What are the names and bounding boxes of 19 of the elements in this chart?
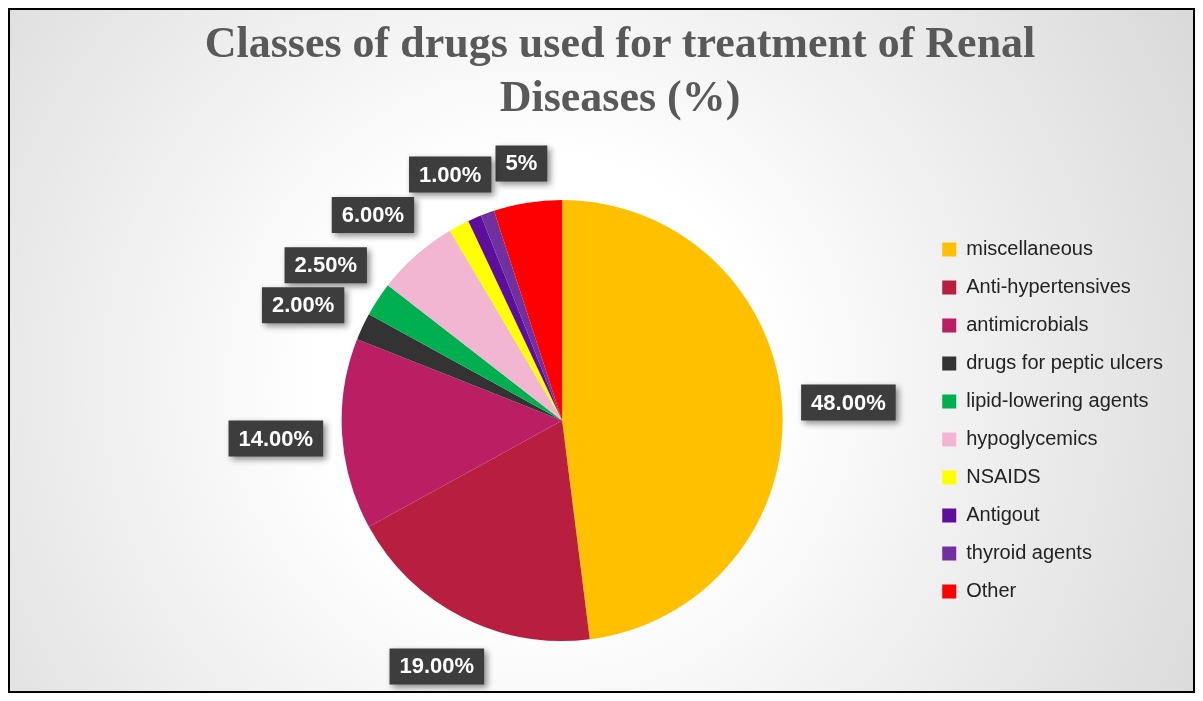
legend-label: Other: [966, 579, 1017, 602]
data-label: 2.50%: [294, 252, 357, 278]
data-label: 1.00%: [418, 161, 482, 187]
data-label: 14.00%: [238, 425, 314, 451]
legend-label: Antigout: [966, 503, 1041, 526]
chart-title: Classes of drugs used for treatment of Renal Diseases (%): [203, 17, 1037, 123]
legend-label: antimicrobials: [966, 313, 1089, 336]
legend-label: drugs for peptic ulcers: [966, 351, 1164, 374]
legend-label: hypoglycemics: [966, 427, 1098, 450]
legend-label: NSAIDS: [966, 465, 1041, 488]
data-label: 48.00%: [811, 389, 886, 415]
legend-label: thyroid agents: [966, 541, 1092, 564]
legend-label: Anti-hypertensives: [966, 275, 1131, 298]
data-label: 5%: [505, 150, 538, 176]
data-label: 19.00%: [399, 653, 475, 679]
data-label: 2.00%: [271, 292, 335, 318]
legend-label: lipid-lowering agents: [966, 389, 1149, 412]
data-label: 6.00%: [341, 202, 405, 228]
legend-label: miscellaneous: [966, 237, 1093, 260]
